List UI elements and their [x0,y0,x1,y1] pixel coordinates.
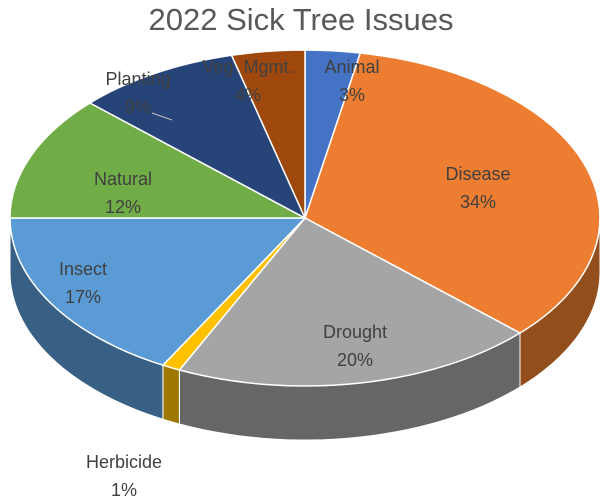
slice-percent-drought: 20% [337,350,373,370]
slice-label-animal: Animal [324,57,379,77]
slice-percent-veg-mgmt: 4% [235,85,261,105]
slice-label-natural: Natural [94,169,152,189]
slice-label-herbicide: Herbicide [86,452,162,472]
pie-slice-disease [304,52,601,334]
slice-label-veg-mgmt: Veg. Mgmt. [202,57,293,77]
slice-label-disease: Disease [445,164,510,184]
pie-slice-natural [9,102,306,219]
slice-percent-natural: 12% [105,197,141,217]
pie-side-herbicide [162,364,180,425]
slice-percent-disease: 34% [460,192,496,212]
pie-slice-insect [9,217,307,367]
pie-slice-veg-mgmt [230,49,306,219]
pie-slice-planting [88,54,307,220]
pie-top [9,49,601,387]
pie-slice-drought [178,217,522,387]
leader-line-planting [151,112,173,121]
slice-percent-planting: 9% [125,97,151,117]
chart-title: 2022 Sick Tree Issues [148,2,454,37]
slice-percent-animal: 3% [339,85,365,105]
slice-label-drought: Drought [323,322,387,342]
slice-label-planting: Planting [105,69,170,89]
slice-percent-insect: 17% [65,287,101,307]
slice-percent-herbicide: 1% [111,480,137,500]
slice-label-insect: Insect [59,259,107,279]
